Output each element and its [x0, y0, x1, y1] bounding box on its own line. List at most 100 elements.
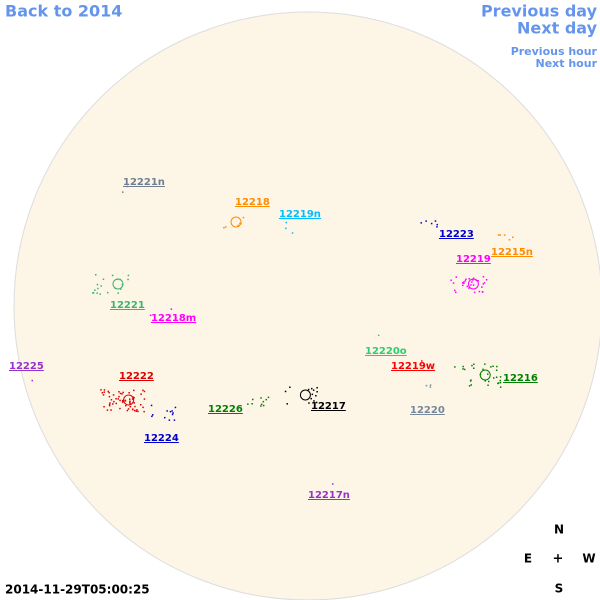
sunspot: [481, 286, 483, 288]
sunspot: [291, 232, 294, 234]
sunspot: [100, 285, 102, 287]
previous-day-link[interactable]: Previous day: [481, 2, 598, 21]
sunspot: [242, 216, 245, 219]
sunspot: [122, 191, 124, 193]
region-label: 12219n: [279, 209, 321, 220]
sunspot: [477, 280, 479, 282]
sunspot: [137, 410, 139, 413]
sunspot: [487, 373, 489, 375]
sunspot: [430, 222, 433, 225]
sunspot: [289, 386, 291, 388]
sunspot: [126, 185, 129, 188]
sunspot: [463, 281, 465, 283]
sunspot: [142, 406, 144, 409]
sunspot: [108, 395, 111, 398]
sunspot: [436, 223, 438, 226]
sunspot: [434, 220, 437, 222]
sunspot: [152, 414, 154, 416]
sunspot: [127, 278, 129, 281]
region-label: 12220: [410, 405, 445, 416]
sunspot: [179, 319, 182, 321]
sunspot: [247, 403, 249, 405]
compass-center: +: [553, 552, 564, 567]
sunspot: [108, 391, 110, 394]
sunspot: [499, 386, 502, 388]
sunspot: [109, 402, 111, 404]
sunspot: [454, 366, 456, 368]
sunspot: [115, 398, 117, 400]
sunspot: [285, 221, 287, 224]
next-hour-link[interactable]: Next hour: [536, 57, 598, 70]
sunspot: [136, 409, 138, 411]
sunspot: [112, 403, 114, 405]
sunspot: [512, 236, 514, 238]
region-label: 12217: [311, 401, 346, 412]
solar-disk: [13, 11, 600, 600]
sunspot: [473, 291, 476, 294]
sunspot: [470, 379, 472, 381]
sunspot: [472, 277, 475, 280]
sunspot: [108, 403, 111, 406]
sunspot: [175, 317, 177, 319]
sunspot: [121, 393, 123, 395]
sunspot: [267, 396, 270, 399]
sunspot: [126, 409, 129, 412]
sunspot: [260, 405, 262, 407]
region-label: 12216: [503, 373, 538, 384]
sunspot: [166, 410, 168, 412]
previous-hour-link[interactable]: Previous hour: [511, 45, 598, 58]
sunspot: [113, 400, 115, 403]
sunspot: [464, 280, 467, 282]
sunspot: [265, 398, 267, 401]
sunspot: [473, 363, 475, 365]
sunspot: [455, 291, 457, 294]
sunspot: [496, 365, 498, 368]
sunspot: [461, 282, 464, 284]
sunspot: [463, 368, 466, 371]
sunspot: [127, 274, 130, 277]
sunspot: [133, 402, 135, 404]
sunspot: [468, 385, 471, 387]
sunspot: [120, 288, 122, 290]
sunspot: [149, 314, 152, 317]
sunspot: [508, 239, 511, 241]
sunspot: [135, 410, 137, 412]
sunspot: [143, 390, 146, 393]
back-link[interactable]: Back to 2014: [5, 2, 122, 21]
sunspot: [499, 376, 502, 378]
sunspot: [472, 284, 475, 286]
region-label: 12215n: [491, 247, 533, 258]
sunspot: [150, 404, 153, 407]
sunspot: [482, 368, 484, 371]
sunspot: [133, 409, 136, 412]
sunspot: [472, 279, 474, 281]
sunspot: [140, 393, 142, 395]
sunspot: [497, 234, 500, 236]
sunspot: [482, 276, 485, 278]
sunspot: [485, 279, 488, 281]
sunspot: [316, 391, 318, 393]
compass-west: W: [582, 552, 595, 566]
sunspot: [499, 381, 502, 384]
sunspot: [462, 284, 464, 287]
sunspot: [452, 282, 455, 284]
sunspot: [468, 287, 470, 289]
region-label: 12225: [9, 361, 44, 372]
region-label: 12219: [456, 254, 491, 265]
sunspot: [313, 400, 315, 402]
sunspot: [121, 283, 124, 286]
sunspot: [171, 413, 174, 416]
sunspot: [119, 399, 121, 402]
sunspot: [470, 384, 472, 386]
compass-north: N: [554, 523, 564, 537]
sunspot: [462, 365, 464, 368]
sunspot: [133, 397, 135, 399]
sunspot: [484, 380, 486, 382]
sunspot: [482, 283, 485, 285]
sunspot: [106, 409, 109, 411]
sunspot: [462, 368, 464, 370]
sunspot: [311, 393, 314, 396]
sunspot: [471, 364, 473, 367]
next-day-link[interactable]: Next day: [517, 19, 598, 38]
sunspot: [429, 384, 432, 386]
